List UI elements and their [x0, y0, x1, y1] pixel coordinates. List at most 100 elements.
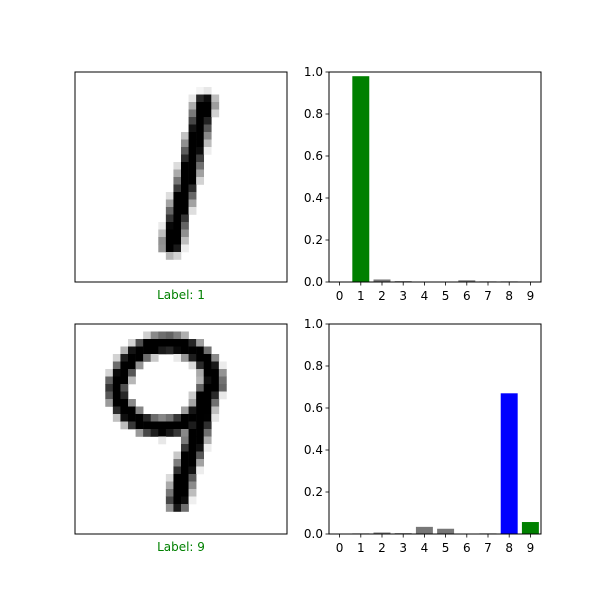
digit-pixel: [196, 414, 205, 422]
x-tick-label: 3: [399, 289, 407, 303]
digit-pixel: [211, 391, 220, 400]
y-tick-label: 0.2: [304, 233, 323, 247]
digit-pixel: [165, 504, 174, 512]
digit-pixel: [181, 154, 189, 163]
image-panel-1: Label: 1: [74, 71, 288, 302]
digit-pixel: [181, 177, 189, 185]
digit-pixel: [188, 399, 197, 407]
digit-pixel: [188, 124, 197, 133]
digit-pixel: [211, 94, 220, 103]
digit-pixel: [120, 369, 129, 377]
digit-pixel: [188, 94, 197, 103]
bar-2: [373, 279, 391, 282]
digit-pixel: [196, 177, 205, 185]
digit-pixel: [211, 384, 220, 392]
digit-pixel: [150, 414, 159, 422]
digit-pixel: [196, 361, 205, 370]
digit-pixel: [143, 354, 152, 362]
digit-pixel: [112, 391, 121, 400]
digit-pixel: [112, 384, 121, 392]
digit-pixel: [188, 489, 197, 497]
digit-pixel: [135, 406, 144, 415]
digit-pixel: [105, 391, 114, 400]
digit-pixel: [188, 429, 197, 437]
bar-8: [500, 393, 518, 534]
digit-pixel: [128, 369, 136, 377]
digit-pixel: [181, 481, 189, 490]
digit-pixel: [181, 466, 189, 475]
digit-pixel: [135, 354, 144, 362]
digit-pixel: [188, 132, 197, 140]
digit-pixel: [196, 87, 205, 95]
image-frame-1: [74, 71, 288, 283]
digit-pixel: [181, 414, 189, 422]
digit-pixel: [181, 346, 189, 355]
digit-pixel: [196, 154, 205, 163]
bar-1: [352, 76, 370, 282]
digit-image-2: [105, 331, 227, 512]
digit-pixel: [173, 489, 182, 497]
digit-pixel: [211, 376, 220, 385]
digit-pixel: [165, 346, 174, 355]
digit-pixel: [135, 421, 144, 430]
digit-pixel: [158, 414, 167, 422]
digit-pixel: [181, 339, 189, 347]
digit-pixel: [188, 474, 197, 482]
digit-pixel: [188, 481, 197, 490]
x-tick-label: 6: [463, 541, 471, 555]
digit-pixel: [143, 414, 152, 422]
digit-pixel: [211, 399, 220, 407]
digit-pixel: [165, 496, 174, 505]
x-tick-label: 7: [484, 541, 492, 555]
digit-pixel: [181, 237, 189, 245]
y-tick-label: 0.6: [304, 149, 323, 163]
image-frame-2: [74, 323, 288, 535]
x-tick-label: 5: [442, 289, 450, 303]
y-tick-label: 0.8: [304, 107, 323, 121]
digit-pixel: [165, 474, 174, 482]
bar-5: [437, 528, 455, 534]
digit-pixel: [120, 421, 129, 430]
digit-pixel: [211, 102, 220, 110]
digit-pixel: [196, 147, 205, 155]
digit-pixel: [181, 132, 189, 140]
digit-pixel: [173, 169, 182, 178]
digit-pixel: [203, 436, 212, 445]
digit-pixel: [165, 207, 174, 215]
digit-pixel: [120, 391, 129, 400]
x-tick-label: 4: [421, 541, 429, 555]
bar-9: [521, 522, 539, 534]
digit-pixel: [181, 429, 189, 437]
digit-pixel: [196, 94, 205, 103]
digit-pixel: [196, 102, 205, 110]
digit-pixel: [105, 369, 114, 377]
digit-pixel: [173, 244, 182, 253]
digit-pixel: [203, 117, 212, 125]
digit-pixel: [188, 444, 197, 452]
digit-pixel: [165, 244, 174, 253]
digit-pixel: [196, 459, 205, 467]
digit-pixel: [196, 354, 205, 362]
digit-pixel: [188, 391, 197, 400]
digit-pixel: [196, 169, 205, 178]
digit-pixel: [135, 346, 144, 355]
digit-pixel: [128, 421, 136, 430]
digit-pixel: [188, 102, 197, 110]
digit-pixel: [181, 354, 189, 362]
digit-pixel: [181, 451, 189, 460]
digit-pixel: [112, 369, 121, 377]
digit-pixel: [196, 399, 205, 407]
digit-pixel: [173, 162, 182, 170]
digit-pixel: [173, 346, 182, 355]
digit-pixel: [165, 421, 174, 430]
digit-pixel: [181, 331, 189, 340]
digit-pixel: [112, 399, 121, 407]
digit-pixel: [196, 132, 205, 140]
digit-pixel: [211, 354, 220, 362]
digit-pixel: [188, 496, 197, 505]
digit-pixel: [105, 399, 114, 407]
digit-pixel: [203, 94, 212, 103]
digit-pixel: [203, 414, 212, 422]
x-tick-label: 4: [421, 289, 429, 303]
digit-pixel: [128, 339, 136, 347]
